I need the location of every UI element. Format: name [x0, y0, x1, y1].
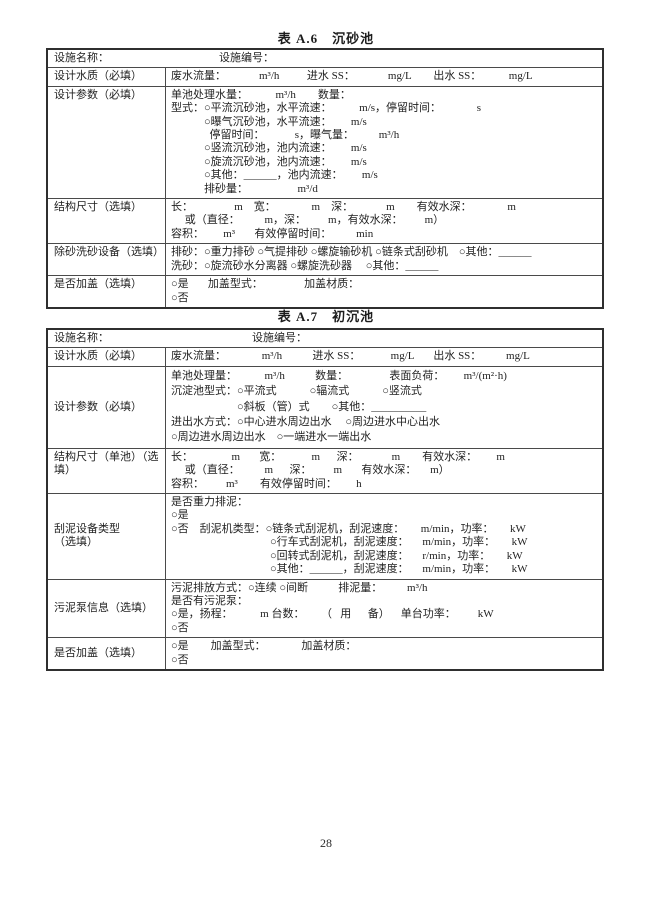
a6-row-design-parameters: 设计参数（必填） 单池处理水量： m³/h 数量： 型式：○平流沉砂池，水平流速…	[48, 85, 602, 199]
a7-row-sludge-pump-info: 污泥泵信息（选填） 污泥排放方式：○连续 ○间断 排泥量： m³/h 是否有污泥…	[48, 578, 602, 638]
table-a6-title: 表 A.6 沉砂池	[277, 31, 375, 46]
a7-scraper-equipment-type-fields: 是否重力排泥： ○是 ○否 刮泥机类型：○链条式刮泥机，刮泥速度： m/min，…	[171, 496, 528, 576]
a7-design-water-quality-fields: 废水流量： m³/h 进水 SS： mg/L 出水 SS： mg/L	[171, 350, 530, 363]
table-a6-grit-chamber: 设施名称： 设施编号： 设计水质（必填） 废水流量： m³/h 进水 SS： m…	[46, 48, 604, 309]
a7-structure-dimensions-label: 结构尺寸（单池）（选 填）	[48, 448, 166, 494]
a6-row-sand-removal-equipment: 除砂洗砂设备（选填） 排砂：○重力排砂 ○气提排砂 ○螺旋输砂机 ○链条式刮砂机…	[48, 243, 602, 276]
a6-design-parameters-label: 设计参数（必填）	[48, 86, 166, 199]
page-number: 28	[320, 836, 332, 850]
a6-structure-dimensions-fields: 长： m 宽： m 深： m 有效水深： m 或（直径： m，深： m，有效水深…	[171, 201, 516, 240]
a6-covered-label: 是否加盖（选填）	[48, 276, 166, 307]
a6-row-design-water-quality: 设计水质（必填） 废水流量： m³/h 进水 SS： mg/L 出水 SS： m…	[48, 67, 602, 86]
a6-row-covered: 是否加盖（选填） ○是 加盖型式： 加盖材质： ○否	[48, 275, 602, 307]
table-a7-title: 表 A.7 初沉池	[277, 309, 375, 324]
a6-covered-fields: ○是 加盖型式： 加盖材质： ○否	[171, 278, 360, 304]
a6-sand-removal-equipment-fields: 排砂：○重力排砂 ○气提排砂 ○螺旋输砂机 ○链条式刮砂机 ○其他：______…	[171, 246, 532, 272]
a6-design-water-quality-fields: 废水流量： m³/h 进水 SS： mg/L 出水 SS： mg/L	[171, 70, 533, 83]
a6-sand-removal-equipment-label: 除砂洗砂设备（选填）	[48, 244, 166, 276]
a7-structure-dimensions-fields: 长： m 宽： m 深： m 有效水深： m 或（直径： m 深： m 有效水深…	[171, 450, 505, 490]
a7-sludge-pump-info-label: 污泥泵信息（选填）	[48, 579, 166, 638]
a7-row-design-water-quality: 设计水质（必填） 废水流量： m³/h 进水 SS： mg/L 出水 SS： m…	[48, 347, 602, 366]
a7-scraper-equipment-type-label: 刮泥设备类型 （选填）	[48, 494, 166, 579]
a6-structure-dimensions-label: 结构尺寸（选填）	[48, 199, 166, 244]
a6-design-water-quality-label: 设计水质（必填）	[48, 68, 166, 86]
a7-row-scraper-equipment-type: 刮泥设备类型 （选填） 是否重力排泥： ○是 ○否 刮泥机类型：○链条式刮泥机，…	[48, 493, 602, 579]
a7-facility-name-row: 设施名称： 设施编号：	[48, 330, 602, 347]
a7-covered-label: 是否加盖（选填）	[48, 638, 166, 669]
a6-design-parameters-fields: 单池处理水量： m³/h 数量： 型式：○平流沉砂池，水平流速： m/s，停留时…	[171, 88, 482, 195]
a7-facility-name-field: 设施名称： 设施编号：	[54, 332, 307, 344]
a6-facility-name-row: 设施名称： 设施编号：	[48, 50, 602, 67]
table-a7-primary-sedimentation-tank: 设施名称： 设施编号： 设计水质（必填） 废水流量： m³/h 进水 SS： m…	[46, 328, 604, 671]
a7-row-structure-dimensions: 结构尺寸（单池）（选 填） 长： m 宽： m 深： m 有效水深： m 或（直…	[48, 447, 602, 494]
a7-design-parameters-fields: 单池处理量： m³/h 数量： 表面负荷： m³/(m²·h) 沉淀池型式：○平…	[171, 369, 507, 444]
a6-facility-name-field: 设施名称： 设施编号：	[54, 52, 274, 64]
a7-design-parameters-label: 设计参数（必填）	[48, 366, 166, 448]
a7-sludge-pump-info-fields: 污泥排放方式：○连续 ○间断 排泥量： m³/h 是否有污泥泵： ○是，扬程： …	[171, 581, 494, 634]
a6-row-structure-dimensions: 结构尺寸（选填） 长： m 宽： m 深： m 有效水深： m 或（直径： m，…	[48, 198, 602, 244]
a7-row-covered: 是否加盖（选填） ○是 加盖型式： 加盖材质： ○否	[48, 637, 602, 669]
a7-design-water-quality-label: 设计水质（必填）	[48, 348, 166, 366]
a7-row-design-parameters: 设计参数（必填） 单池处理量： m³/h 数量： 表面负荷： m³/(m²·h)…	[48, 365, 602, 448]
a7-covered-fields: ○是 加盖型式： 加盖材质： ○否	[171, 640, 357, 666]
